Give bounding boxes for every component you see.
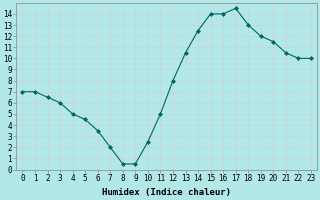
X-axis label: Humidex (Indice chaleur): Humidex (Indice chaleur) (102, 188, 231, 197)
